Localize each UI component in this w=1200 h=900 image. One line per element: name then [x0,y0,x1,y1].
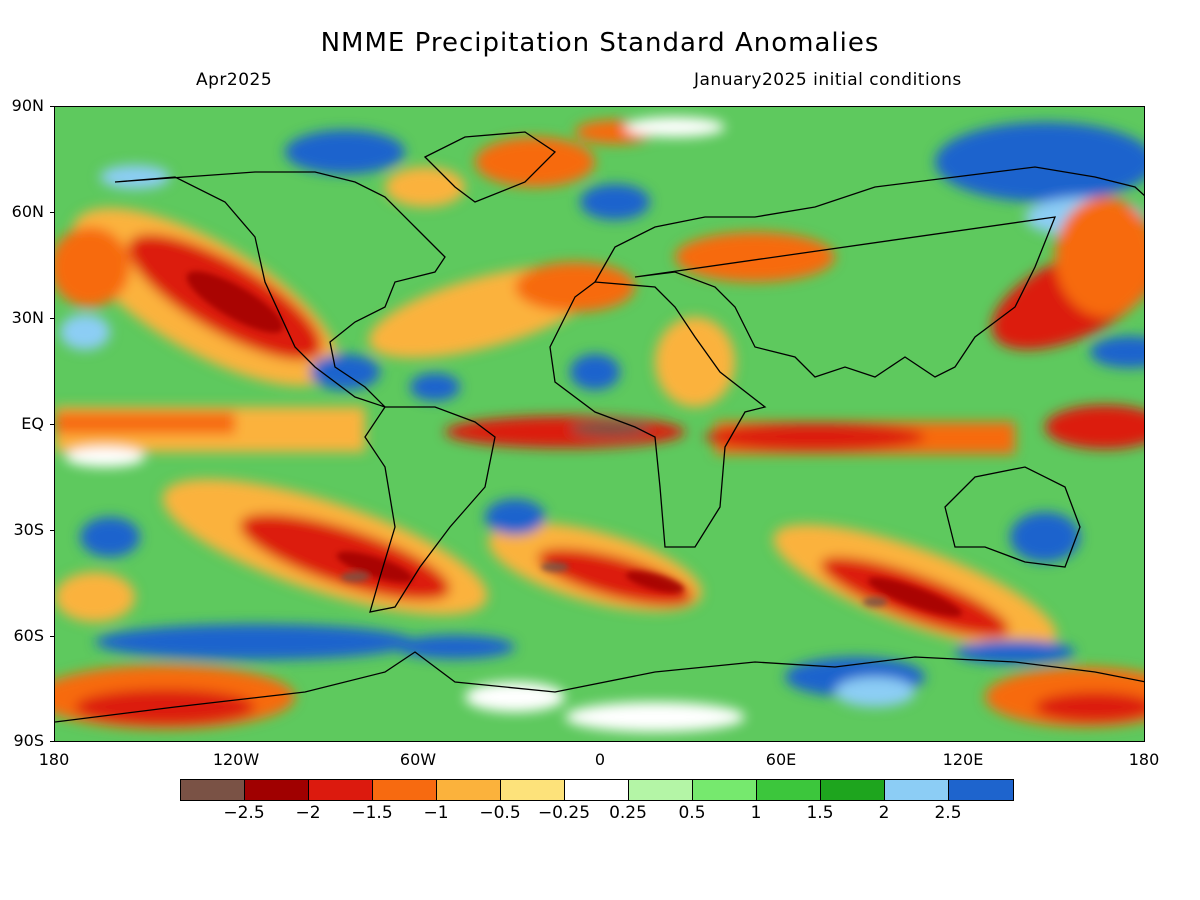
colorbar [180,779,1014,801]
anomaly-map-canvas [55,107,1144,741]
colorbar-label: 0.5 [678,803,706,823]
coastlines [55,131,1144,723]
colorbar-swatch [949,780,1013,800]
colorbar-label: −0.5 [479,803,521,823]
colorbar-swatch [181,780,245,800]
colorbar-label: −1.5 [351,803,393,823]
colorbar-label: 1.5 [806,803,834,823]
lat-label-90s: 90S [13,731,44,750]
lon-label-180e: 180 [1128,750,1160,769]
lat-label-60n: 60N [11,202,44,221]
colorbar-label: −2 [295,803,321,823]
greenland-coast [423,131,557,203]
colorbar-label: 2 [878,803,890,823]
lon-label-60e: 60E [765,750,797,769]
colorbar-label: −2.5 [223,803,265,823]
lon-label-60w: 60W [399,750,437,769]
lon-label-180w: 180 [38,750,70,769]
southern-ocean-positive [95,624,415,660]
colorbar-swatch [373,780,437,800]
colorbar-swatch [501,780,565,800]
lat-label-90n: 90N [11,96,44,115]
africa-coast [549,281,767,548]
north-america-coast [114,171,446,408]
lat-label-60s: 60S [13,626,44,645]
colorbar-label: 2.5 [934,803,962,823]
arctic-positive-anomaly [935,122,1144,202]
colorbar-swatch [245,780,309,800]
colorbar-swatch [309,780,373,800]
colorbar-label: −0.25 [537,803,591,823]
colorbar-label: 1 [750,803,762,823]
colorbar-swatch [437,780,501,800]
south-america-coast [364,406,496,613]
colorbar-swatch [629,780,693,800]
lat-label-30s: 30S [13,520,44,539]
forecast-month: Apr2025 [196,70,273,90]
colorbar-swatch [885,780,949,800]
lon-label-120e: 120E [942,750,984,769]
antarctica-coast [55,651,1144,723]
lat-label-30n: 30N [11,308,44,327]
colorbar-swatch [757,780,821,800]
australia-coast [944,466,1081,568]
eurasia-coast [594,166,1144,378]
lon-label-0: 0 [594,750,606,769]
lon-label-120w: 120W [212,750,260,769]
colorbar-label: −1 [423,803,449,823]
colorbar-swatch [565,780,629,800]
initial-conditions-label: January2025 initial conditions [694,70,962,90]
colorbar-swatch [693,780,757,800]
colorbar-label: 0.25 [609,803,647,823]
anomaly-map [54,106,1145,742]
lat-label-eq: EQ [21,414,44,433]
map-title: NMME Precipitation Standard Anomalies [320,28,880,58]
colorbar-swatch [821,780,885,800]
